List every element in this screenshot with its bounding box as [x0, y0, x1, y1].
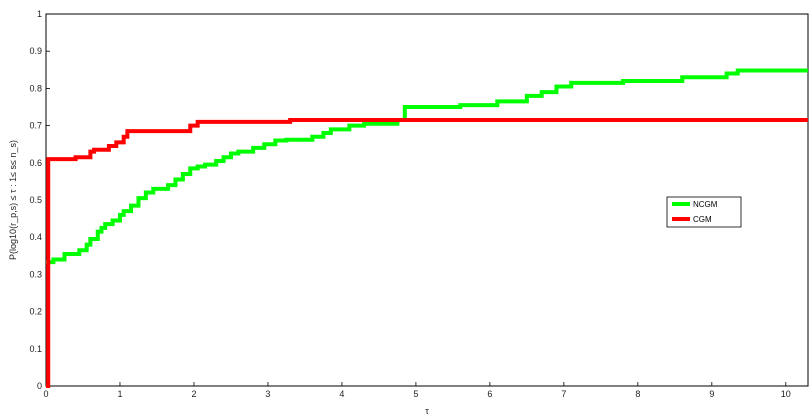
y-tick-label: 0.4	[29, 232, 42, 242]
legend-box	[666, 196, 742, 228]
x-tick-label: 5	[413, 389, 418, 399]
x-tick-label: 8	[635, 389, 640, 399]
x-tick-label: 9	[709, 389, 714, 399]
y-tick-label: 0.7	[29, 121, 42, 131]
y-tick-label: 0.5	[29, 195, 42, 205]
series-layer	[46, 68, 808, 388]
x-tick-label: 10	[781, 389, 791, 399]
y-tick-label: 0	[37, 381, 42, 391]
y-tick-label: 0.1	[29, 344, 42, 354]
y-tick-label: 1	[37, 9, 42, 19]
series-line-cgm	[46, 118, 808, 388]
y-axis-label: P(log10(r_p,s) ≤ τ : 1≤ s≤ n_s)	[8, 140, 18, 260]
series-line-ncgm	[46, 68, 808, 265]
x-tick-label: 6	[487, 389, 492, 399]
x-tick-label: 1	[117, 389, 122, 399]
legend: NCGM CGM	[666, 196, 742, 228]
y-tick-label: 0.8	[29, 83, 42, 93]
y-tick-label: 0.6	[29, 158, 42, 168]
x-tick-label: 3	[265, 389, 270, 399]
x-tick-label: 7	[561, 389, 566, 399]
y-tick-label: 0.2	[29, 307, 42, 317]
legend-cgm-label: CGM	[693, 215, 712, 224]
ticks: 0 1 2 3 4 5 6 7 8 9 10 0 0.1 0.2 0.3 0.4 0.5 0.6 0.7 0.8 0.9…	[29, 9, 790, 399]
legend-ncgm-label: NCGM	[693, 200, 718, 209]
x-tick-label: 0	[43, 389, 48, 399]
x-axis-label: τ	[425, 406, 429, 416]
x-tick-label: 2	[191, 389, 196, 399]
y-tick-label: 0.9	[29, 46, 42, 56]
y-tick-label: 0.3	[29, 269, 42, 279]
x-tick-label: 4	[339, 389, 344, 399]
